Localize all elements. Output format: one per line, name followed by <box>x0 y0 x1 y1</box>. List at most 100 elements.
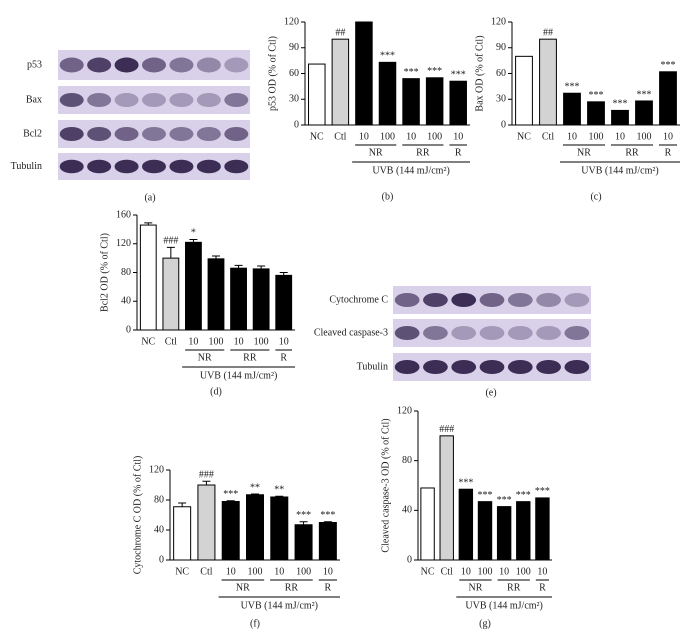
bar <box>355 21 373 126</box>
significance-label: *** <box>320 510 335 521</box>
blot-row-label: Tubulin <box>357 361 388 372</box>
bar <box>563 92 581 126</box>
significance-label: *** <box>637 89 652 100</box>
bar <box>449 80 467 126</box>
y-tick-label: 90 <box>289 42 299 53</box>
x-tick-label: 10 <box>359 131 369 142</box>
bar <box>496 506 512 561</box>
y-tick-label: 80 <box>402 455 412 466</box>
error-bar <box>275 495 284 497</box>
blot-band <box>479 293 505 307</box>
panel-label: (c) <box>590 191 601 202</box>
blot-band <box>59 57 84 73</box>
blot-band <box>451 326 477 340</box>
y-tick-label: 120 <box>116 238 131 249</box>
x-axis-label: UVB (144 mJ/cm²) <box>465 600 542 611</box>
bar <box>275 274 293 331</box>
x-tick-label: Ctl <box>441 566 453 577</box>
x-axis-label: UVB (144 mJ/cm²) <box>241 600 318 611</box>
significance-label: *** <box>451 70 466 81</box>
significance-label: *** <box>296 510 311 521</box>
x-tick-label: NC <box>517 131 531 142</box>
y-tick-label: 0 <box>294 119 299 130</box>
blot-row-label: Cleaved caspase-3 <box>314 327 388 338</box>
x-axis-label: UVB (144 mJ/cm²) <box>581 165 658 176</box>
significance-label: *** <box>535 486 550 497</box>
x-tick-label: 10 <box>188 336 198 347</box>
bar <box>270 496 289 561</box>
bar <box>308 63 326 126</box>
blot-band <box>564 326 590 340</box>
bar <box>477 501 493 561</box>
x-tick-label: 100 <box>248 566 263 577</box>
x-tick-label: 10 <box>499 566 509 577</box>
blot-band <box>507 293 533 307</box>
x-tick-label: 100 <box>296 566 311 577</box>
error-bar <box>178 502 187 507</box>
blot-band <box>507 360 533 374</box>
y-axis-label: Cytochrome C OD (% of Ctl) <box>132 456 143 575</box>
bar <box>439 435 454 561</box>
group-label: R <box>280 352 287 363</box>
bar <box>207 258 225 331</box>
x-tick-label: 100 <box>209 336 224 347</box>
significance-label: *** <box>589 90 604 101</box>
significance-label: *** <box>661 60 676 71</box>
y-axis-label: p53 OD (% of Ctl) <box>267 36 278 111</box>
blot-band <box>479 326 505 340</box>
error-bar <box>299 521 308 525</box>
error-bar <box>144 222 153 226</box>
y-tick-label: 60 <box>289 68 299 79</box>
x-axis-label: UVB (144 mJ/cm²) <box>372 165 449 176</box>
blot-band <box>536 293 561 307</box>
bar <box>246 494 264 561</box>
y-axis-label: Bax OD (% of Ctl) <box>474 35 485 111</box>
error-bar <box>251 493 259 495</box>
bar <box>539 38 557 126</box>
y-tick-label: 0 <box>407 554 412 565</box>
significance-label: *** <box>458 478 473 489</box>
significance-label: ** <box>274 485 284 496</box>
bar <box>611 109 629 126</box>
blot-band <box>59 93 84 107</box>
blot-band <box>394 326 420 340</box>
significance-label: *** <box>478 490 493 501</box>
x-tick-label: 10 <box>406 131 416 142</box>
x-tick-label: Ctl <box>200 566 212 577</box>
significance-label: *** <box>516 490 531 501</box>
group-label: NR <box>577 147 591 158</box>
x-tick-label: 10 <box>615 131 625 142</box>
bar <box>162 257 180 331</box>
x-tick-label: 100 <box>516 566 531 577</box>
y-tick-label: 40 <box>154 524 164 535</box>
significance-label: *** <box>497 495 512 506</box>
bar <box>252 268 270 331</box>
y-tick-label: 120 <box>397 405 412 416</box>
blot-row-label: p53 <box>27 59 42 70</box>
blot-band <box>564 293 590 307</box>
y-tick-label: 160 <box>116 209 131 220</box>
group-label: NR <box>198 352 212 363</box>
x-tick-label: 10 <box>274 566 284 577</box>
group-label: RR <box>625 147 639 158</box>
bar <box>318 522 337 561</box>
error-bar <box>234 264 243 269</box>
x-tick-label: 100 <box>427 131 442 142</box>
group-label: R <box>325 582 332 593</box>
group-label: RR <box>285 582 299 593</box>
error-bar <box>257 265 266 269</box>
y-tick-label: 80 <box>121 267 131 278</box>
y-tick-label: 40 <box>121 296 131 307</box>
bar <box>294 524 313 561</box>
y-tick-label: 0 <box>501 119 506 130</box>
blot-band <box>423 293 448 307</box>
panel-label: (g) <box>479 618 491 629</box>
group-label: R <box>539 582 546 593</box>
error-bar <box>226 500 235 502</box>
y-axis-label: Cleaved caspase-3 OD (% of Ctl) <box>380 418 391 552</box>
y-tick-label: 30 <box>289 94 299 105</box>
x-tick-label: 10 <box>279 336 289 347</box>
bar <box>221 501 240 561</box>
x-tick-label: 10 <box>537 566 547 577</box>
